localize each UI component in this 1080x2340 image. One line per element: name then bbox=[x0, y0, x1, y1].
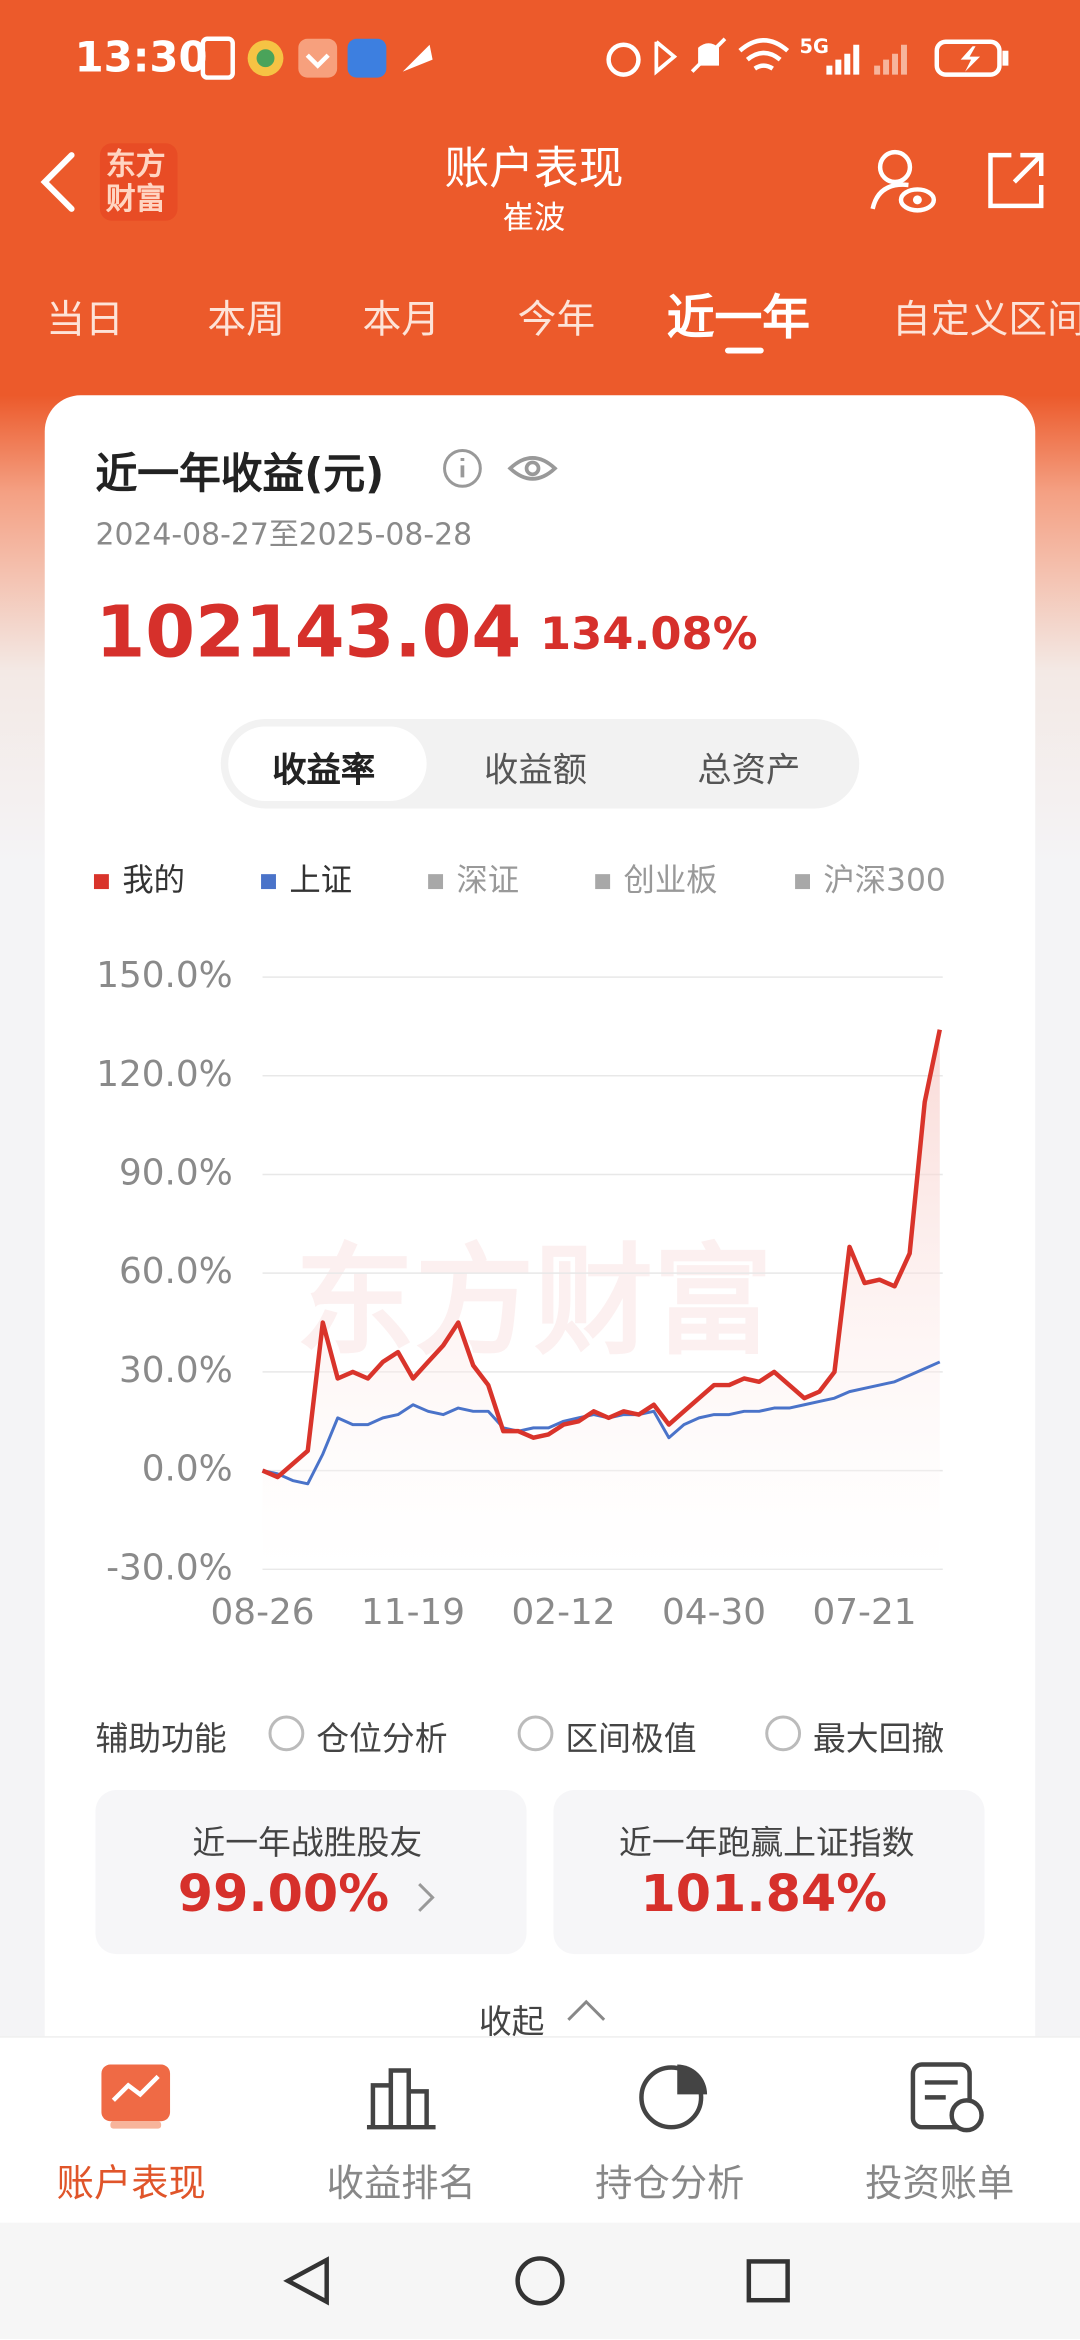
tab[interactable]: 本月 bbox=[362, 298, 441, 344]
nav-item[interactable]: 投资账单 bbox=[865, 2161, 1015, 2205]
y-tick-label: -30.0% bbox=[106, 1547, 233, 1588]
share-icon[interactable] bbox=[985, 149, 1048, 212]
card-title: 近一年收益(元) bbox=[95, 449, 385, 499]
status-time: 13:30 bbox=[74, 32, 208, 83]
aux-option[interactable]: 仓位分析 bbox=[316, 1721, 448, 1759]
x-tick-label: 04-30 bbox=[662, 1592, 766, 1633]
y-tick-label: 120.0% bbox=[96, 1054, 233, 1095]
legend-swatch bbox=[595, 874, 611, 890]
tab[interactable]: 本周 bbox=[207, 298, 285, 344]
x-tick-label: 02-12 bbox=[512, 1592, 616, 1633]
aux-option[interactable]: 最大回撤 bbox=[812, 1721, 945, 1759]
legend-label: 深证 bbox=[456, 863, 519, 899]
tab[interactable]: 当日 bbox=[46, 298, 124, 344]
amount: 102143.04 bbox=[95, 590, 522, 675]
logo-line: 东方 bbox=[105, 146, 166, 182]
bottom-nav bbox=[0, 2036, 1080, 2225]
date-range: 2024-08-27至2025-08-28 bbox=[95, 516, 473, 552]
nav-item[interactable]: 账户表现 bbox=[56, 2161, 206, 2205]
segment-active bbox=[228, 726, 427, 802]
return-pct: 134.08% bbox=[539, 608, 758, 661]
nav-item[interactable]: 收益排名 bbox=[326, 2161, 476, 2205]
radio[interactable] bbox=[765, 1715, 802, 1752]
nav-icons bbox=[101, 2062, 984, 2133]
y-tick-label: 150.0% bbox=[96, 955, 233, 996]
legend-label: 上证 bbox=[289, 863, 352, 899]
watermark: 东方财富 bbox=[295, 1232, 772, 1371]
y-tick-label: 0.0% bbox=[142, 1449, 233, 1490]
header-title: 账户表现 bbox=[444, 143, 624, 196]
segment[interactable]: 收益率 bbox=[272, 751, 376, 791]
stat-box[interactable] bbox=[95, 1790, 527, 1955]
legend-swatch bbox=[428, 874, 444, 890]
x-tick-label: 08-26 bbox=[211, 1592, 315, 1633]
tab-indicator bbox=[724, 347, 764, 354]
aux-option[interactable]: 区间极值 bbox=[565, 1721, 697, 1759]
stat-box bbox=[553, 1790, 985, 1955]
y-tick-label: 30.0% bbox=[119, 1350, 233, 1391]
stat-value: 101.84% bbox=[640, 1864, 888, 1925]
line bbox=[261, 1029, 942, 1480]
stat-label: 近一年跑赢上证指数 bbox=[619, 1825, 915, 1864]
legend-swatch bbox=[795, 874, 810, 890]
legend-label: 我的 bbox=[122, 863, 185, 899]
chevron bbox=[418, 1882, 435, 1912]
network-type: 5G bbox=[800, 35, 829, 58]
tab[interactable]: 自定义区间 bbox=[892, 298, 1080, 344]
stat-label: 近一年战胜股友 bbox=[192, 1825, 423, 1864]
system-nav bbox=[0, 2222, 1080, 2340]
header-subtitle: 崔波 bbox=[502, 199, 566, 236]
collapse[interactable]: 收起 bbox=[478, 2004, 545, 2043]
y-tick-label: 60.0% bbox=[119, 1251, 233, 1292]
user-icon[interactable] bbox=[868, 146, 937, 218]
back-button[interactable] bbox=[30, 149, 90, 215]
nav-item[interactable]: 持仓分析 bbox=[595, 2161, 745, 2205]
logo: 东方 财富 bbox=[99, 143, 178, 221]
card-icons[interactable] bbox=[442, 445, 576, 493]
segment[interactable]: 总资产 bbox=[697, 751, 801, 791]
y-tick-label: 90.0% bbox=[119, 1152, 233, 1193]
tab[interactable]: 近一年 bbox=[666, 289, 811, 347]
stat-value: 99.00% bbox=[177, 1864, 390, 1925]
status-icons: 5G bbox=[200, 35, 1009, 80]
x-tick-label: 07-21 bbox=[813, 1592, 917, 1633]
aux-label: 辅助功能 bbox=[95, 1721, 227, 1759]
legend-swatch bbox=[93, 874, 109, 890]
radio[interactable] bbox=[517, 1715, 554, 1752]
legend-swatch bbox=[261, 874, 276, 890]
chevron-up[interactable] bbox=[564, 1996, 609, 2026]
x-tick-label: 11-19 bbox=[361, 1592, 465, 1633]
legend-label: 沪深300 bbox=[823, 863, 945, 899]
area bbox=[262, 1029, 940, 1570]
segment[interactable]: 收益额 bbox=[484, 751, 587, 791]
legend-label: 创业板 bbox=[624, 863, 718, 899]
tab[interactable]: 今年 bbox=[517, 298, 596, 344]
radio[interactable] bbox=[268, 1715, 305, 1752]
logo-line: 财富 bbox=[105, 180, 166, 217]
system-buttons[interactable] bbox=[0, 2245, 1080, 2320]
